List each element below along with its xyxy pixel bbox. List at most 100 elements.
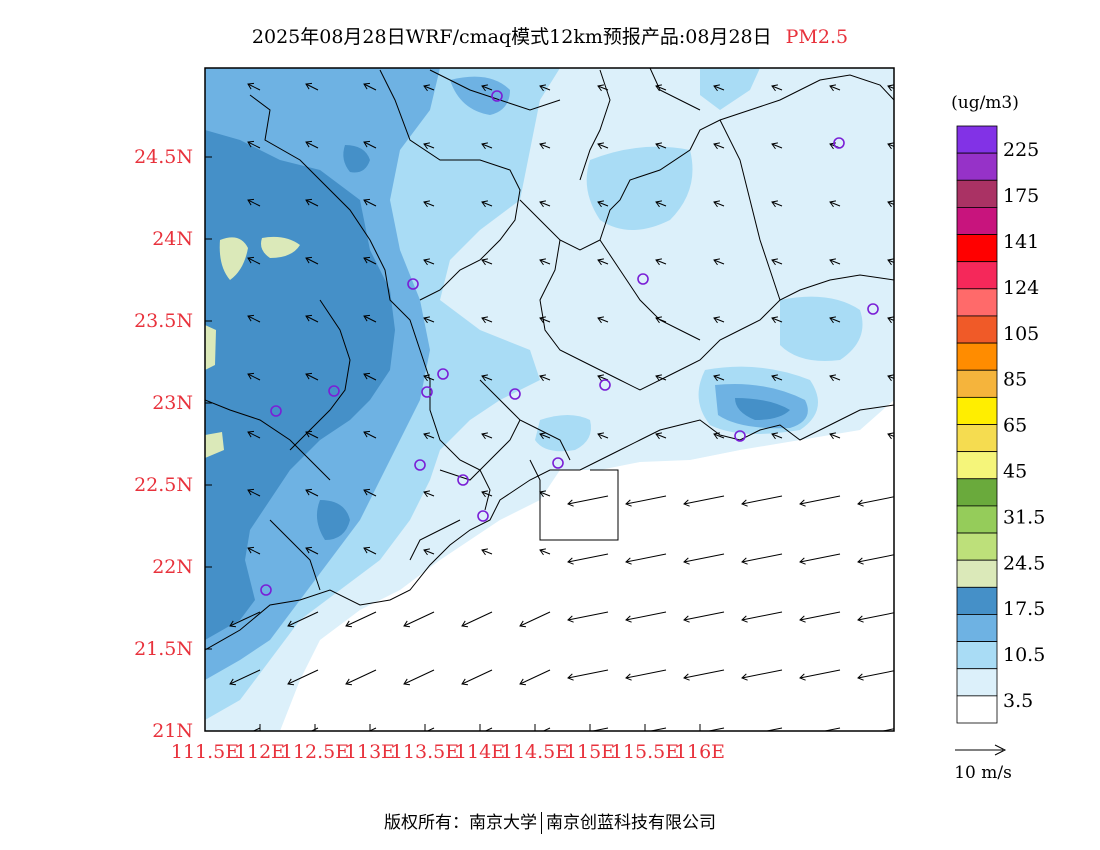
- legend-swatch: [956, 342, 998, 371]
- wind-arrow: [597, 200, 609, 208]
- wind-arrow: [481, 142, 493, 150]
- wind-arrow: [423, 432, 435, 440]
- legend-swatch: [956, 695, 998, 724]
- wind-arrow: [887, 432, 894, 440]
- station-circle: [867, 303, 879, 315]
- wind-arrow: [771, 316, 783, 324]
- wind-arrow: [567, 495, 609, 507]
- wind-arrow: [481, 84, 493, 92]
- legend-unit: (ug/m3): [951, 93, 1019, 113]
- wind-arrow: [829, 432, 841, 440]
- wind-arrow: [655, 84, 667, 92]
- legend-swatch: [956, 288, 998, 317]
- wind-arrow: [829, 84, 841, 92]
- wind-arrow: [857, 670, 894, 681]
- wind-arrow: [247, 488, 261, 497]
- station-circle: [457, 474, 469, 486]
- legend-swatch: [956, 478, 998, 507]
- wind-arrow: [481, 200, 493, 208]
- legend-swatch: [956, 424, 998, 453]
- lon-tick-label: 111.5E: [171, 741, 239, 763]
- legend-label: 225: [1003, 139, 1039, 161]
- map-axes: 111.5E112E112.5E113E113.5E114E114.5E115E…: [134, 146, 725, 763]
- wind-arrow: [741, 553, 783, 565]
- wind-arrow: [423, 84, 435, 92]
- wind-arrow: [887, 374, 894, 382]
- lon-tick-label: 113E: [345, 741, 395, 763]
- wind-arrow: [247, 140, 261, 149]
- legend-swatch: [956, 152, 998, 181]
- legend-label: 175: [1003, 185, 1039, 207]
- wind-key: 10 m/s: [954, 744, 1012, 783]
- wind-arrow: [539, 84, 551, 92]
- station-circle: [734, 430, 746, 442]
- wind-arrow: [829, 316, 841, 324]
- wind-arrow: [363, 256, 377, 265]
- wind-arrow: [519, 611, 551, 628]
- station-circle: [270, 405, 282, 417]
- wind-arrow: [771, 84, 783, 92]
- wind-arrow: [713, 200, 725, 208]
- wind-arrow: [567, 611, 609, 623]
- wind-arrow: [519, 669, 551, 686]
- station-circle: [491, 90, 503, 102]
- wind-arrow: [305, 140, 319, 149]
- wind-arrow: [887, 142, 894, 150]
- wind-arrow: [363, 372, 377, 381]
- wind-arrow: [539, 316, 551, 324]
- wind-arrow: [403, 611, 435, 628]
- wind-arrow: [655, 200, 667, 208]
- station-circle: [833, 137, 845, 149]
- lat-tick-label: 21.5N: [134, 638, 193, 660]
- wind-arrow: [363, 82, 377, 91]
- lat-tick-label: 23N: [152, 392, 193, 414]
- wind-arrow: [461, 669, 493, 686]
- wind-arrow: [713, 84, 725, 92]
- copyright-footer: 版权所有：南京大学 南京创蓝科技有限公司: [0, 808, 1100, 834]
- wind-arrow: [305, 314, 319, 323]
- pm25-field: [205, 68, 894, 731]
- wind-arrow: [247, 198, 261, 207]
- legend-label: 45: [1003, 461, 1027, 483]
- wind-arrow: [363, 198, 377, 207]
- wind-arrow: [597, 258, 609, 266]
- wind-arrow: [247, 314, 261, 323]
- station-circle: [599, 379, 611, 391]
- wind-arrow: [423, 548, 435, 556]
- wind-arrow: [423, 490, 435, 498]
- wind-arrow: [247, 430, 261, 439]
- wind-arrow: [423, 200, 435, 208]
- wind-arrow: [363, 140, 377, 149]
- lon-tick-label: 112.5E: [281, 741, 349, 763]
- wind-arrow: [567, 669, 609, 681]
- lon-tick-label: 114E: [455, 741, 505, 763]
- wind-arrow: [880, 728, 894, 731]
- wind-arrow: [229, 669, 261, 686]
- lat-tick-label: 24N: [152, 228, 193, 250]
- footer-right: 南京创蓝科技有限公司: [546, 813, 716, 833]
- legend-swatch: [956, 451, 998, 480]
- wind-arrow: [771, 258, 783, 266]
- wind-arrow: [305, 82, 319, 91]
- legend-swatch: [956, 668, 998, 697]
- wind-arrow: [822, 727, 841, 731]
- wind-arrow: [287, 669, 319, 686]
- wind-arrow: [305, 372, 319, 381]
- legend-label: 65: [1003, 415, 1027, 437]
- wind-arrow: [481, 432, 493, 440]
- wind-arrow: [799, 553, 841, 565]
- legend-swatch: [956, 179, 998, 208]
- wind-arrow: [713, 374, 725, 382]
- wind-arrow: [655, 374, 667, 382]
- wind-arrow: [799, 495, 841, 507]
- wind-arrow: [857, 612, 894, 623]
- wind-arrow: [423, 374, 435, 382]
- legend-swatch: [956, 207, 998, 235]
- lat-tick-label: 22N: [152, 556, 193, 578]
- lat-tick-label: 24.5N: [134, 146, 193, 168]
- lat-tick-label: 22.5N: [134, 474, 193, 496]
- wind-arrow: [625, 669, 667, 681]
- wind-arrow: [625, 611, 667, 623]
- legend-swatch: [956, 614, 998, 642]
- wind-arrow: [539, 548, 551, 556]
